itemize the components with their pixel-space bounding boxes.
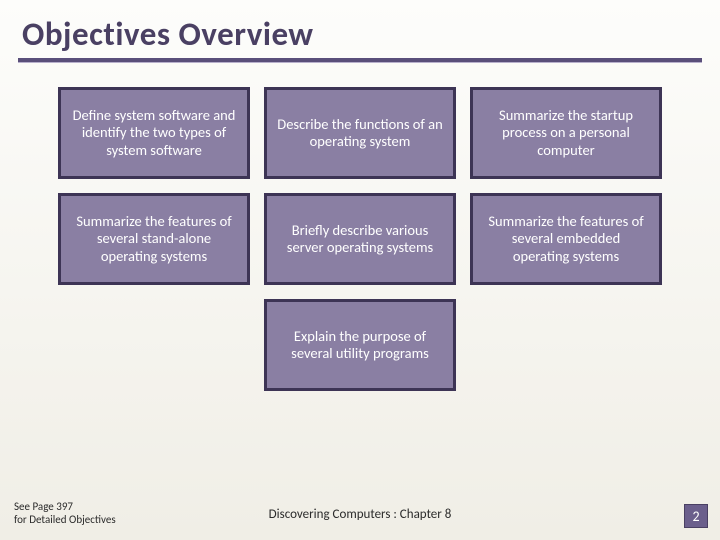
objectives-row-2: Summarize the features of several stand-…	[58, 193, 662, 285]
title-underline	[18, 58, 702, 63]
page-number: 2	[684, 504, 708, 528]
objective-card: Summarize the startup process on a perso…	[470, 87, 662, 179]
objective-card: Briefly describe various server operatin…	[264, 193, 456, 285]
footer-left: See Page 397 for Detailed Objectives	[14, 500, 116, 526]
objectives-row-3: Explain the purpose of several utility p…	[58, 299, 662, 391]
objective-card: Describe the functions of an operating s…	[264, 87, 456, 179]
objective-card: Summarize the features of several stand-…	[58, 193, 250, 285]
title-underline-wrap	[0, 58, 720, 63]
objectives-grid: Define system software and identify the …	[0, 87, 720, 391]
footer-left-line2: for Detailed Objectives	[14, 513, 116, 526]
slide-title: Objectives Overview	[0, 0, 720, 58]
objectives-row-1: Define system software and identify the …	[58, 87, 662, 179]
footer-center: Discovering Computers : Chapter 8	[269, 507, 452, 522]
objective-card: Define system software and identify the …	[58, 87, 250, 179]
objective-card: Summarize the features of several embedd…	[470, 193, 662, 285]
footer-left-line1: See Page 397	[14, 500, 116, 513]
objective-card: Explain the purpose of several utility p…	[264, 299, 456, 391]
